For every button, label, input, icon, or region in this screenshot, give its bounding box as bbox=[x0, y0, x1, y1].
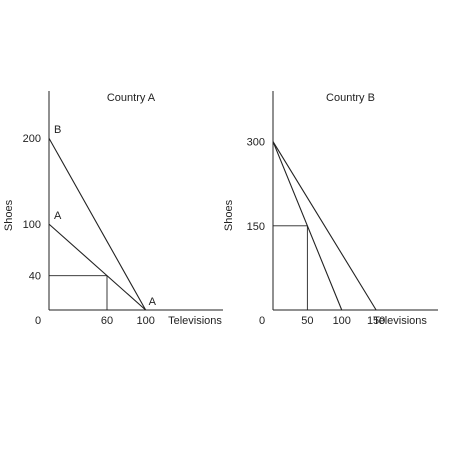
x-tick-label: 0 bbox=[259, 315, 265, 327]
chart-title: Country B bbox=[326, 92, 375, 104]
x-axis-label: Televisions bbox=[168, 315, 222, 327]
ppf-line bbox=[48, 223, 147, 311]
ppf-line bbox=[48, 137, 147, 311]
y-axis-label: Shoes bbox=[223, 199, 235, 231]
ppf-line bbox=[272, 141, 377, 311]
x-tick-label: 0 bbox=[35, 315, 41, 327]
y-tick-label: 40 bbox=[29, 271, 41, 283]
x-tick-label: 50 bbox=[301, 315, 313, 327]
x-tick-label: 100 bbox=[136, 315, 154, 327]
ppf-line-label: B bbox=[54, 124, 61, 136]
country-a-chart: Country A Shoes Televisions 0 60 100 40 100 200 B… bbox=[3, 91, 223, 327]
x-tick-label: 100 bbox=[333, 315, 351, 327]
ppf-line-label: A bbox=[54, 210, 62, 222]
country-b-chart: Country B Shoes Televisions 0 50 100 150 150 300 bbox=[223, 91, 438, 327]
y-tick-label: 200 bbox=[23, 133, 41, 145]
x-axis-label: Televisions bbox=[373, 315, 427, 327]
chart-title: Country A bbox=[107, 92, 156, 104]
y-tick-label: 150 bbox=[247, 221, 265, 233]
end-point-label: A bbox=[149, 296, 157, 308]
x-tick-label: 60 bbox=[101, 315, 113, 327]
x-tick-label: 150 bbox=[367, 315, 385, 327]
y-axis-label: Shoes bbox=[3, 199, 15, 231]
y-tick-label: 100 bbox=[23, 219, 41, 231]
y-tick-label: 300 bbox=[247, 137, 265, 149]
